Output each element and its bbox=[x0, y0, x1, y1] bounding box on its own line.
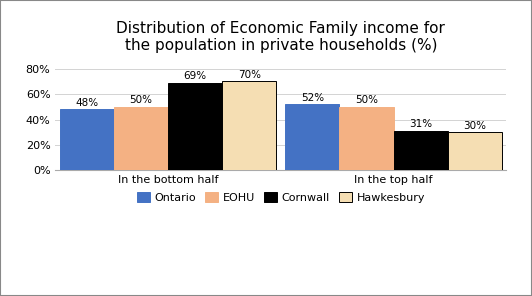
Bar bbox=[339, 107, 394, 170]
Bar bbox=[114, 107, 168, 170]
Bar bbox=[448, 132, 502, 170]
Text: 50%: 50% bbox=[129, 95, 153, 105]
Text: 50%: 50% bbox=[355, 95, 378, 105]
Text: 69%: 69% bbox=[184, 71, 206, 81]
Title: Distribution of Economic Family income for
the population in private households : Distribution of Economic Family income f… bbox=[117, 21, 445, 53]
Bar bbox=[60, 110, 114, 170]
Bar bbox=[394, 131, 448, 170]
Bar bbox=[222, 81, 276, 170]
Text: 48%: 48% bbox=[75, 98, 98, 108]
Legend: Ontario, EOHU, Cornwall, Hawkesbury: Ontario, EOHU, Cornwall, Hawkesbury bbox=[132, 188, 429, 207]
Bar bbox=[168, 83, 222, 170]
Text: 52%: 52% bbox=[301, 93, 324, 103]
Text: 31%: 31% bbox=[409, 119, 432, 129]
Text: 70%: 70% bbox=[238, 70, 261, 80]
Text: 30%: 30% bbox=[463, 120, 486, 131]
Bar bbox=[285, 104, 339, 170]
